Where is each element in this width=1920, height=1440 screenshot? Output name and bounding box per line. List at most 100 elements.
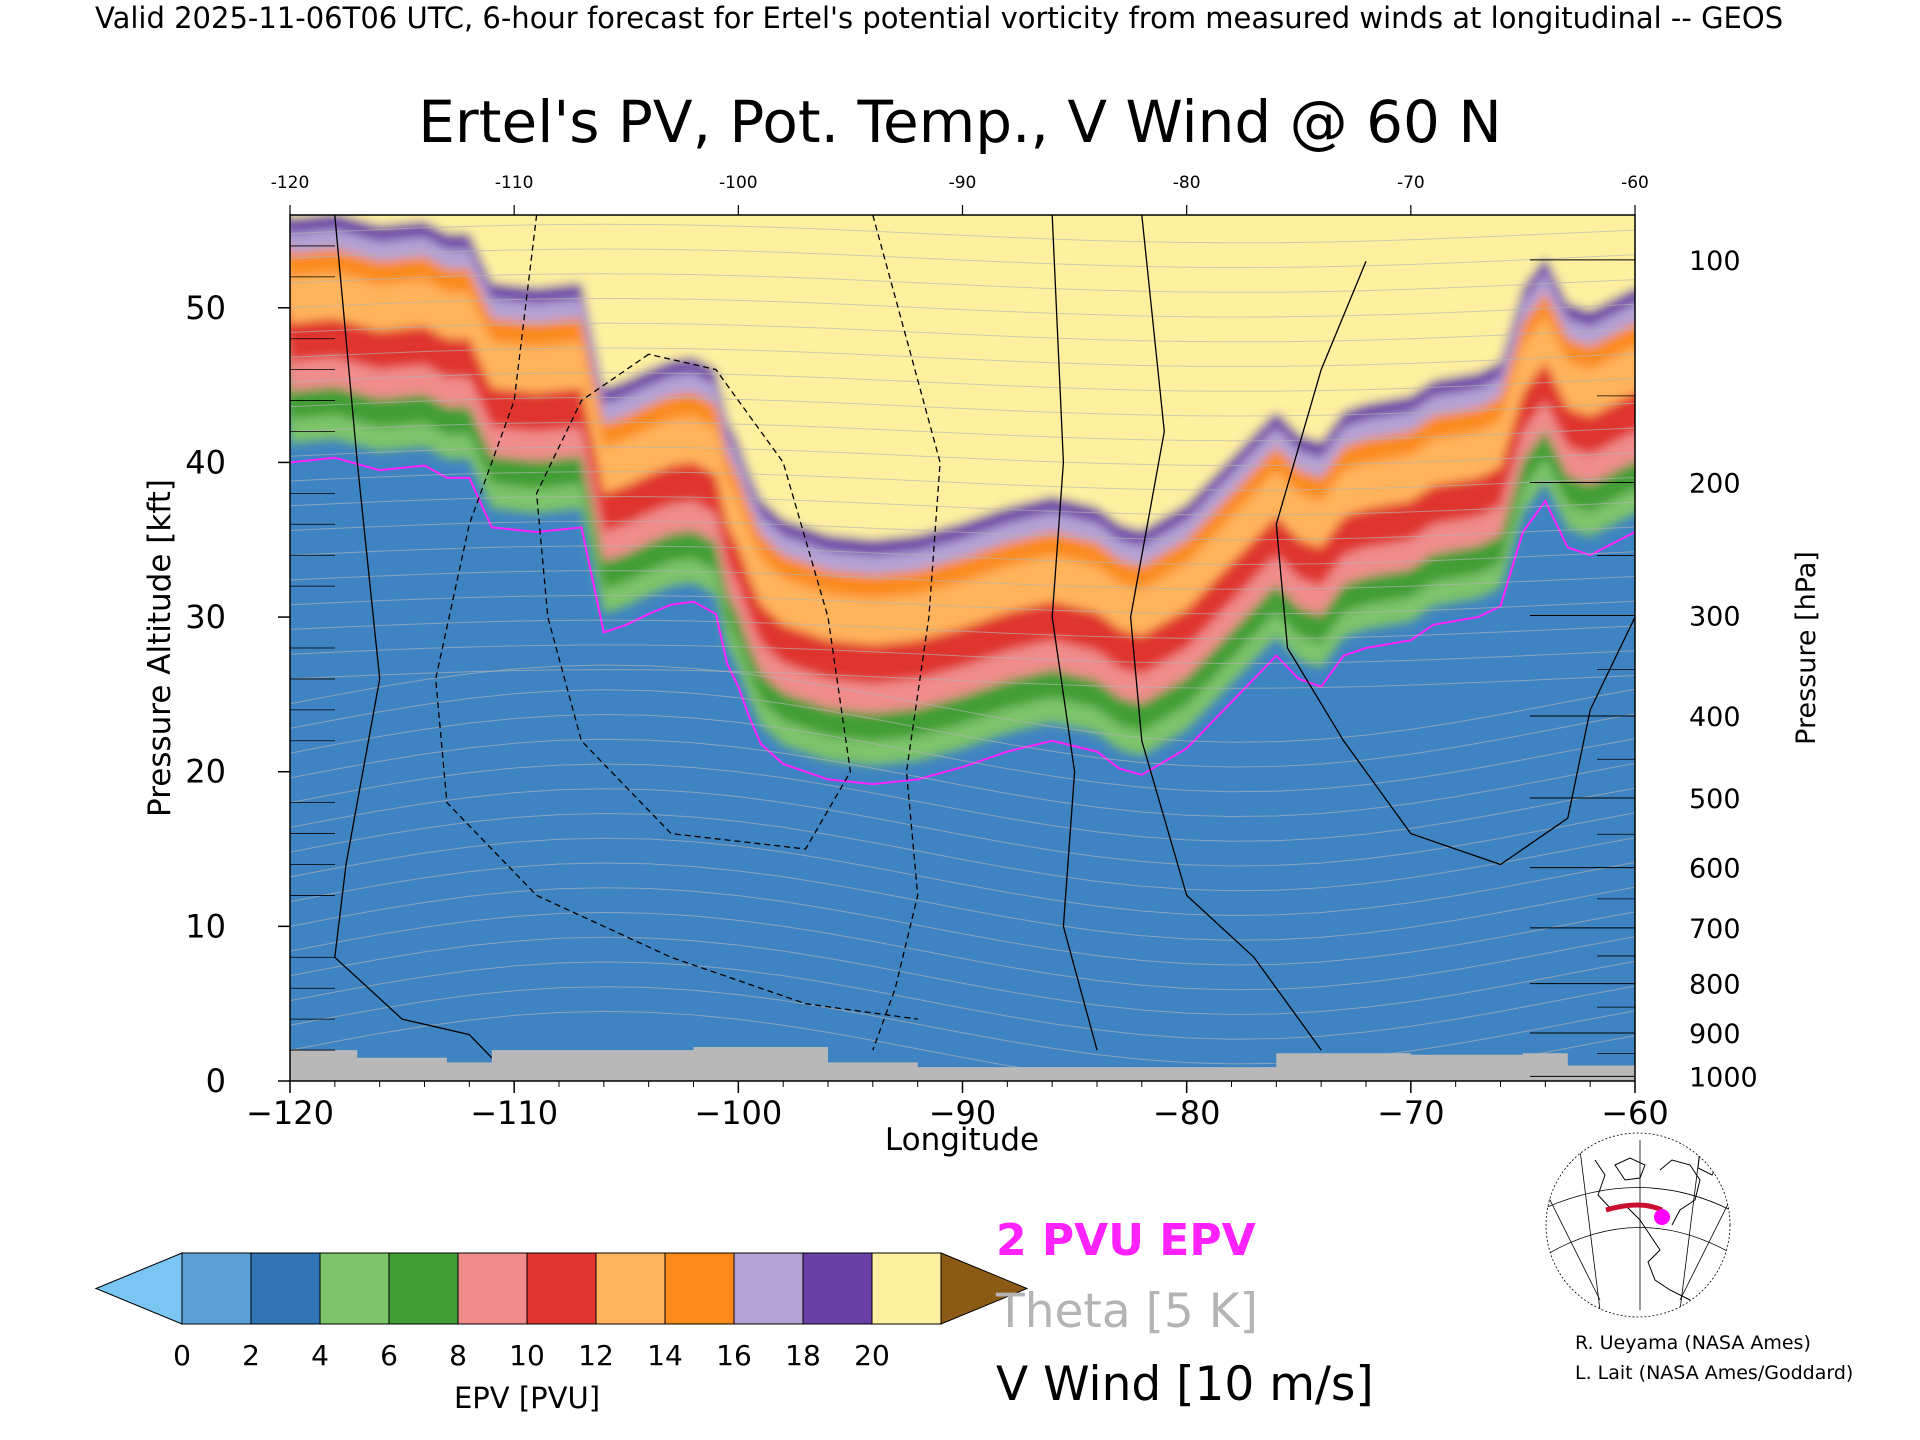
colorbar-label: EPV [PVU] — [454, 1381, 600, 1415]
axes: −120 −110 −100 −90 −80 −70 −60 -120 -110 -100 -90 -… — [185, 173, 1757, 1132]
y-axis-label-left: Pressure Altitude [kft] — [142, 479, 178, 817]
theta-contour — [290, 594, 1635, 615]
colorbar-segment — [457, 1252, 528, 1325]
p-tick-label: 1000 — [1689, 1062, 1758, 1093]
colorbar-tick-label: 4 — [311, 1339, 329, 1372]
colorbar: 0 2 4 6 8 10 12 14 16 18 20 — [94, 1252, 1029, 1372]
theta-contour — [290, 248, 1635, 269]
x-top-tick-label: -110 — [495, 173, 534, 193]
coastline — [1594, 1149, 1721, 1301]
vwind-contour — [1275, 261, 1635, 866]
p-tick-label: 700 — [1689, 914, 1741, 945]
theta-contour — [290, 273, 1635, 293]
y-axis-label-right: Pressure [hPa] — [1791, 551, 1822, 745]
legend-theta: Theta [5 K] — [995, 1284, 1258, 1339]
theta-contour — [290, 669, 1635, 689]
colorbar-tick-label: 6 — [380, 1339, 398, 1372]
theta-contour — [290, 570, 1635, 590]
colorbar-segment — [526, 1252, 597, 1325]
vwind-contour — [1129, 215, 1322, 1051]
theta-contour — [290, 738, 1635, 818]
p-tick-label: 100 — [1689, 246, 1741, 277]
y-tick-label: 50 — [185, 289, 226, 327]
theta-contour — [290, 887, 1635, 966]
chart-title: Ertel's PV, Pot. Temp., V Wind @ 60 N — [418, 88, 1501, 156]
colorbar-over-arrow — [940, 1252, 1029, 1325]
colorbar-segment — [802, 1252, 873, 1325]
colorbar-tick-label: 10 — [509, 1339, 545, 1372]
theta-contour — [290, 788, 1635, 867]
y-tick-label: 0 — [206, 1062, 226, 1100]
theta-contour — [290, 421, 1635, 442]
colorbar-segment — [388, 1252, 459, 1325]
vwind-contour — [1051, 215, 1098, 1051]
theta-contour — [290, 520, 1635, 541]
p-tick-label: 300 — [1689, 602, 1741, 633]
colorbar-segment — [733, 1252, 804, 1325]
x-top-tick-label: -120 — [271, 173, 310, 193]
x-tick-label: −110 — [470, 1094, 558, 1132]
colorbar-segment — [595, 1252, 666, 1325]
theta-contour — [290, 619, 1635, 640]
y-tick-label: 20 — [185, 753, 226, 791]
plot-area — [289, 214, 1636, 1082]
pv-2pvu-line — [290, 456, 1635, 786]
p-tick-label: 500 — [1689, 784, 1741, 815]
theta-contour — [290, 763, 1635, 842]
theta-contour — [290, 297, 1635, 318]
y-tick-label: 30 — [185, 598, 226, 636]
colorbar-segment — [250, 1252, 321, 1325]
section-line — [1605, 1202, 1664, 1213]
meridian-line — [1579, 1149, 1601, 1311]
terrain — [290, 1047, 1635, 1081]
x-tick-label: −60 — [1601, 1094, 1669, 1132]
colorbar-segment — [181, 1252, 252, 1325]
credit-line-2: L. Lait (NASA Ames/Goddard) — [1575, 1362, 1854, 1384]
p-tick-label: 900 — [1689, 1019, 1741, 1050]
x-axis-label: Longitude — [885, 1122, 1039, 1158]
x-top-tick-label: -80 — [1173, 173, 1201, 193]
colorbar-tick-label: 12 — [578, 1339, 614, 1372]
meridian-line — [1679, 1149, 1701, 1311]
theta-contour — [290, 961, 1635, 1040]
y-tick-label: 10 — [185, 907, 226, 945]
theta-contour — [290, 223, 1635, 244]
colorbar-segment — [664, 1252, 735, 1325]
x-tick-label: −120 — [246, 1094, 334, 1132]
theta-contour — [290, 911, 1635, 991]
theta-contour — [290, 471, 1635, 491]
x-top-tick-label: -70 — [1397, 173, 1425, 193]
locator-map — [1536, 1132, 1736, 1318]
colorbar-tick-label: 16 — [716, 1339, 752, 1372]
vwind-contour — [435, 215, 918, 1020]
theta-contour — [290, 664, 1635, 743]
x-tick-label: −100 — [694, 1094, 782, 1132]
meridian-line — [1679, 1179, 1730, 1301]
epv-band-20pvu — [290, 215, 1635, 540]
vwind-contour — [334, 215, 515, 1081]
x-tick-label: −80 — [1153, 1094, 1221, 1132]
theta-contour — [290, 689, 1635, 768]
theta-contour — [290, 812, 1635, 892]
colorbar-tick-label: 14 — [647, 1339, 683, 1372]
colorbar-tick-label: 8 — [449, 1339, 467, 1372]
colorbar-tick-label: 2 — [242, 1339, 260, 1372]
x-top-tick-label: -90 — [949, 173, 977, 193]
location-marker — [1654, 1209, 1670, 1225]
meridian-line — [1546, 1179, 1601, 1301]
theta-contour — [290, 713, 1635, 793]
legend-2pvu: 2 PVU EPV — [996, 1215, 1256, 1266]
theta-contour — [290, 372, 1635, 392]
colorbar-segment — [319, 1252, 390, 1325]
legend-vwind: V Wind [10 m/s] — [996, 1357, 1374, 1412]
colorbar-tick-label: 18 — [785, 1339, 821, 1372]
theta-contour — [290, 644, 1635, 665]
colorbar-tick-label: 20 — [854, 1339, 890, 1372]
colorbar-tick-label: 0 — [173, 1339, 191, 1372]
x-tick-label: −70 — [1377, 1094, 1445, 1132]
theta-contour — [290, 936, 1635, 1016]
p-tick-label: 800 — [1689, 970, 1741, 1001]
x-top-tick-label: -100 — [719, 173, 758, 193]
header-text: Valid 2025-11-06T06 UTC, 6-hour forecast… — [95, 1, 1783, 35]
